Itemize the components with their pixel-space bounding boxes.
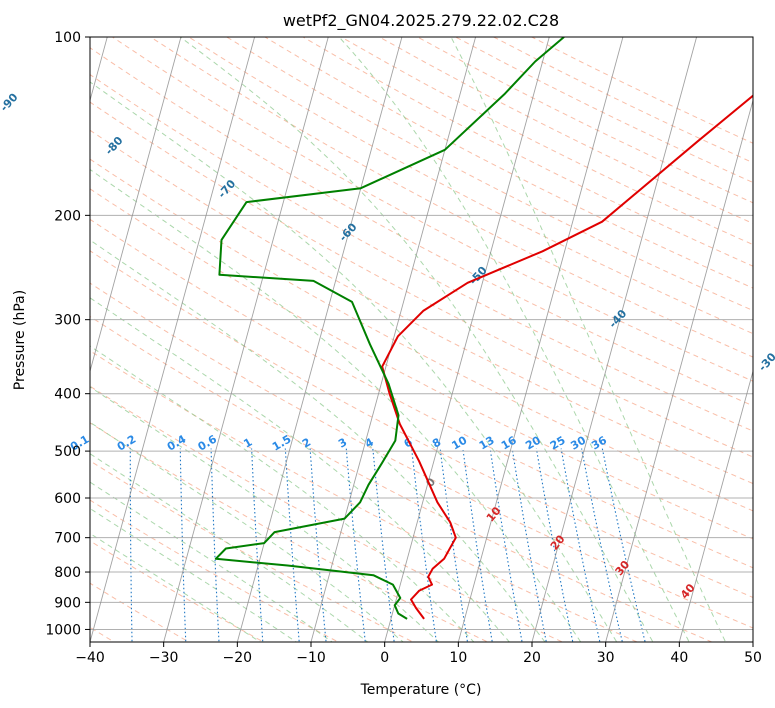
y-tick-label: 1000 bbox=[45, 622, 81, 638]
mixing-ratio-line bbox=[601, 448, 646, 642]
isotherm-line bbox=[310, 37, 477, 642]
mixing-ratio-line bbox=[345, 448, 366, 642]
moist-adiabat bbox=[338, 37, 690, 642]
y-tick-label: 200 bbox=[54, 208, 81, 224]
x-tick-label: −40 bbox=[75, 650, 105, 666]
x-tick-label: 10 bbox=[449, 650, 467, 666]
moist-adiabat bbox=[450, 37, 727, 642]
x-tick-label: −10 bbox=[296, 650, 326, 666]
mixing-ratio-line bbox=[560, 448, 601, 642]
dry-adiabat bbox=[90, 422, 489, 642]
profile-series bbox=[214, 37, 753, 620]
dry-adiabat bbox=[90, 350, 639, 642]
temperature-profile bbox=[381, 94, 753, 620]
x-tick-label: −30 bbox=[149, 650, 179, 666]
mixing-ratio-line bbox=[439, 448, 469, 642]
mixing-ratio-line bbox=[581, 448, 623, 642]
mixing-ratio-line bbox=[309, 448, 327, 642]
moist-adiabat bbox=[90, 345, 475, 642]
y-tick-label: 800 bbox=[54, 565, 81, 581]
dry-adiabat bbox=[90, 582, 190, 642]
dry-adiabat bbox=[90, 129, 753, 485]
isotherm-line bbox=[384, 37, 550, 642]
moist-adiabat bbox=[90, 507, 298, 642]
y-tick-label: 300 bbox=[54, 313, 81, 329]
dry-adiabat bbox=[90, 218, 753, 569]
chart-title: wetPf2_GN04.2025.279.22.02.C28 bbox=[283, 11, 559, 31]
x-tick-label: 20 bbox=[523, 650, 541, 666]
moist-adiabat bbox=[179, 37, 654, 642]
plot-area bbox=[90, 37, 753, 642]
isotherm-line bbox=[531, 37, 698, 642]
mixing-ratio-line bbox=[411, 448, 437, 642]
dry-adiabat bbox=[90, 73, 753, 432]
isotherm-line bbox=[605, 98, 753, 642]
x-tick-label: 40 bbox=[670, 650, 688, 666]
moist-adiabat bbox=[90, 81, 618, 642]
y-tick-label: 900 bbox=[54, 595, 81, 611]
mixing-ratio-line bbox=[489, 448, 523, 642]
dry-adiabat bbox=[90, 282, 753, 629]
dry-adiabat bbox=[150, 37, 753, 358]
mixing-ratio-line bbox=[129, 448, 133, 642]
y-tick-label: 400 bbox=[54, 387, 81, 403]
x-tick-label: 50 bbox=[744, 650, 762, 666]
dry-adiabat bbox=[112, 37, 753, 382]
y-tick-label: 600 bbox=[54, 491, 81, 507]
mixing-ratio-line bbox=[210, 448, 220, 642]
y-tick-label: 500 bbox=[54, 444, 81, 460]
mixing-ratio-line bbox=[462, 448, 493, 642]
mixing-ratio-line bbox=[284, 448, 300, 642]
mixing-ratio-line bbox=[251, 448, 264, 642]
isotherm-line bbox=[90, 37, 256, 642]
dry-adiabat bbox=[90, 385, 564, 642]
y-tick-label: 100 bbox=[54, 30, 81, 46]
dewpoint-profile bbox=[214, 37, 565, 620]
mixing-ratio-line bbox=[372, 448, 395, 642]
moist-adiabat bbox=[90, 453, 369, 642]
mixing-ratio-line bbox=[511, 448, 547, 642]
mixing-ratio-line bbox=[179, 448, 187, 642]
dry-adiabat bbox=[90, 188, 753, 540]
dry-adiabat bbox=[226, 37, 753, 312]
axes: −40 −30 −20 −10 0 10 20 30 40 50 100 200 300 400 500 60… bbox=[45, 30, 762, 666]
y-axis-label: Pressure (hPa) bbox=[12, 290, 28, 390]
moist-adiabat bbox=[90, 421, 404, 642]
background-lines bbox=[90, 37, 753, 642]
dry-adiabat bbox=[90, 460, 415, 642]
moist-adiabat bbox=[90, 168, 582, 642]
isotherm-line bbox=[90, 37, 182, 373]
x-tick-label: 30 bbox=[597, 650, 615, 666]
isotherm-line bbox=[678, 369, 753, 642]
x-tick-label: −20 bbox=[223, 650, 253, 666]
isotherm-line bbox=[163, 37, 329, 642]
moist-adiabat bbox=[90, 481, 333, 642]
x-axis-label: Temperature (°C) bbox=[360, 682, 482, 698]
isotherm-line bbox=[457, 37, 624, 642]
plot-frame bbox=[89, 36, 754, 643]
x-tick-label: 0 bbox=[380, 650, 389, 666]
mixing-ratio-line bbox=[535, 448, 574, 642]
y-tick-label: 700 bbox=[54, 531, 81, 547]
